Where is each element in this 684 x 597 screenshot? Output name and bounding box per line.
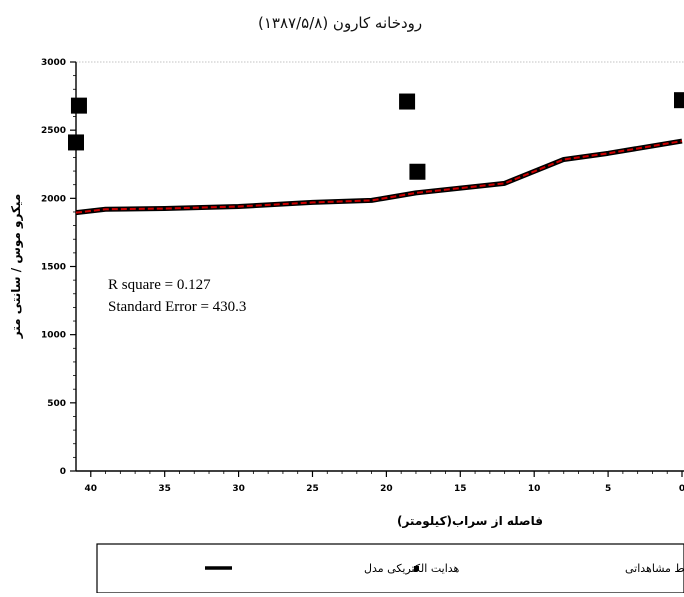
x-tick-label: 5 [605, 484, 611, 494]
y-tick-label: 500 [47, 399, 66, 409]
observed-point [68, 134, 84, 151]
observed-point [70, 97, 87, 114]
x-tick-label: 35 [158, 484, 171, 494]
model-line-outline [75, 138, 683, 216]
x-tick-label: 10 [528, 484, 541, 494]
legend-label-model: هدایت الکتریکی مدل [364, 562, 460, 575]
x-ticks: 40 35 30 25 20 15 10 5 0 [85, 471, 684, 494]
model-line [75, 140, 683, 214]
legend-swatch-observed-marker [414, 566, 419, 571]
x-tick-label: 20 [380, 484, 393, 494]
y-tick-label: 1000 [41, 331, 66, 341]
y-tick-label: 2000 [41, 194, 66, 204]
x-tick-label: 0 [679, 484, 684, 494]
legend: هدایت الکتریکی مدل هدایت الکتریکی نقاط م… [96, 543, 684, 594]
y-tick-label: 2500 [41, 126, 66, 136]
y-ticks: 0 500 1000 1500 2000 2500 3000 [41, 58, 76, 477]
annotation-standard-error: Standard Error = 430.3 [108, 299, 246, 315]
y-tick-label: 1500 [41, 263, 66, 273]
annotation-r-square: R square = 0.127 [108, 277, 211, 293]
y-tick-label: 3000 [41, 58, 66, 68]
y-axis-label: میکرو موس / سانتی متر [9, 194, 24, 339]
series-layer [68, 92, 684, 216]
legend-box [96, 543, 684, 594]
x-tick-label: 15 [454, 484, 467, 494]
chart-title: رودخانه کارون (۱۳۸۷/۵/۸) [258, 14, 422, 32]
y-tick-label: 0 [60, 467, 66, 477]
x-tick-label: 30 [232, 484, 245, 494]
x-axis-label: فاصله از سراب(کیلومتر) [397, 514, 543, 529]
x-tick-label: 25 [306, 484, 319, 494]
plot-area: 0 500 1000 1500 2000 2500 3000 40 35 30 25 20 15 10 5… [41, 58, 684, 494]
legend-label-observed: هدایت الکتریکی نقاط مشاهداتی [625, 562, 684, 575]
observed-point [399, 93, 416, 110]
observed-point [674, 92, 684, 109]
observed-point [409, 163, 426, 180]
x-tick-label: 40 [85, 484, 98, 494]
